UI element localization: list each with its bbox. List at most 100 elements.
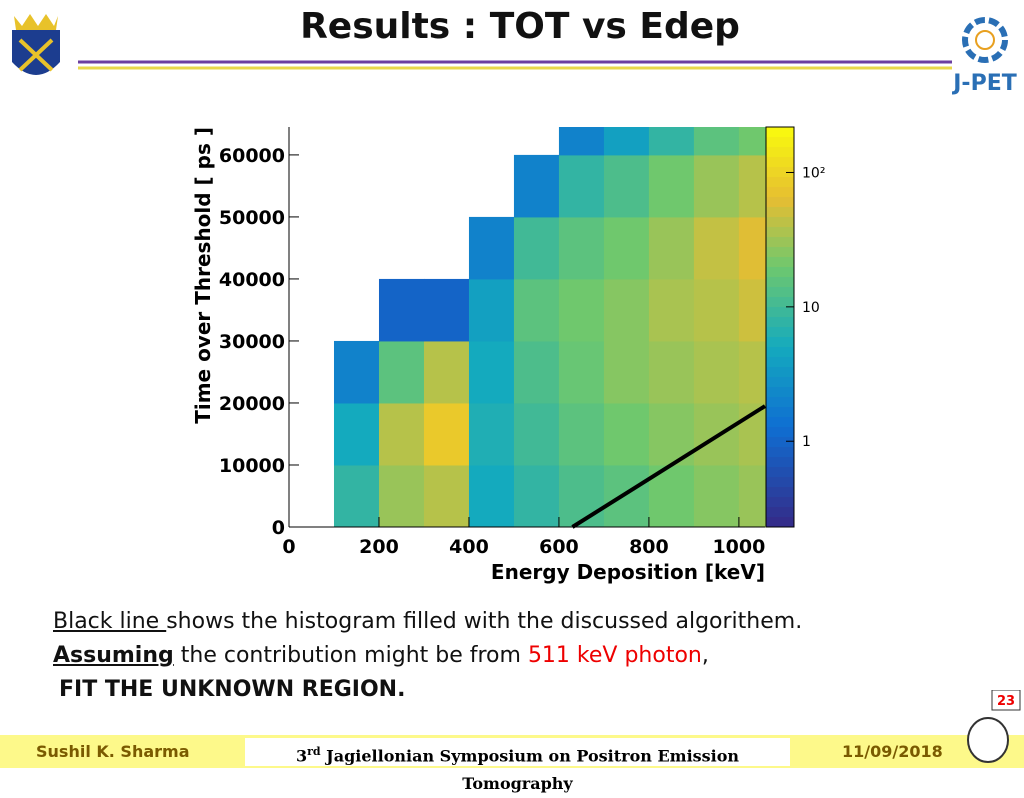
cell — [558, 127, 605, 156]
cell — [289, 465, 334, 528]
cell — [693, 340, 740, 404]
cell — [738, 216, 766, 280]
y-tick-label: 30000 — [219, 331, 285, 353]
cell — [738, 464, 766, 528]
y-tick-label: 50000 — [219, 207, 285, 229]
colorbar-step — [766, 217, 794, 228]
header-decor: J-PET — [12, 14, 1017, 96]
colorbar-step — [766, 467, 794, 478]
colorbar-step — [766, 507, 794, 518]
colorbar-step — [766, 427, 794, 438]
text: Assuming — [53, 643, 174, 668]
colorbar-step — [766, 497, 794, 508]
colorbar-step — [766, 487, 794, 498]
cell — [738, 340, 766, 404]
body-text: Black line shows the histogram filled wi… — [53, 605, 802, 707]
cell — [424, 217, 469, 280]
y-axis-label: Time over Threshold [ ps ] — [191, 127, 215, 424]
cell — [289, 217, 334, 280]
text: , — [701, 643, 709, 668]
cell — [333, 402, 380, 466]
colorbar-step — [766, 317, 794, 328]
cell — [513, 402, 560, 466]
colorbar-step — [766, 357, 794, 368]
colorbar-step — [766, 367, 794, 378]
text: 3 — [295, 746, 308, 766]
text: rd — [307, 745, 321, 758]
cell — [648, 278, 695, 342]
colorbar-step — [766, 417, 794, 428]
y-tick-label: 0 — [272, 517, 285, 539]
colorbar-frame — [765, 126, 795, 528]
cell — [603, 127, 650, 156]
cell — [334, 155, 379, 218]
cell — [379, 217, 424, 280]
chart: 0 10000 20000 30000 40000 50000 60000 0 200 400 60… — [191, 126, 825, 584]
cell — [513, 278, 560, 342]
cell — [648, 127, 695, 156]
cell — [424, 127, 469, 155]
cell — [468, 216, 515, 280]
cell — [334, 217, 379, 280]
cell — [469, 155, 514, 218]
y-tick-label: 40000 — [219, 269, 285, 291]
cell — [738, 154, 766, 218]
colorbar-step — [766, 167, 794, 178]
colorbar-step — [766, 447, 794, 458]
colorbar-label: 10 — [802, 300, 820, 316]
x-tick-label: 800 — [629, 536, 669, 558]
colorbar-step — [766, 387, 794, 398]
cell — [289, 341, 334, 404]
line: Assuming the contribution might be from … — [53, 639, 802, 673]
colorbar-label: 1 — [802, 434, 811, 450]
cell — [738, 127, 766, 156]
cell — [334, 127, 379, 155]
colorbar-step — [766, 187, 794, 198]
colorbar-step — [766, 277, 794, 288]
x-tick-label: 600 — [539, 536, 579, 558]
colorbar-step — [766, 397, 794, 408]
colorbar-step — [766, 147, 794, 158]
keys — [18, 38, 54, 72]
cell — [334, 279, 379, 342]
event: 3rd Jagiellonian Symposium on Positron E… — [245, 738, 790, 793]
cell — [558, 278, 605, 342]
author: Sushil K. Sharma — [36, 742, 190, 761]
cell — [469, 127, 514, 155]
cell — [333, 340, 380, 404]
colorbar-step — [766, 207, 794, 218]
cell — [693, 464, 740, 528]
y-tick-label: 20000 — [219, 393, 285, 415]
cell — [693, 127, 740, 156]
cell — [603, 216, 650, 280]
slide-title: Results : TOT vs Edep — [300, 6, 740, 47]
colorbar-step — [766, 157, 794, 168]
cell — [378, 278, 425, 342]
colorbar-step — [766, 407, 794, 418]
text: 511 keV photon — [527, 643, 702, 668]
text: Black line — [53, 609, 167, 634]
x-tick-label: 400 — [449, 536, 489, 558]
cell — [558, 340, 605, 404]
cell — [603, 402, 650, 466]
text: the contribution might be from — [173, 643, 528, 668]
colorbar-step — [766, 287, 794, 298]
colorbar-step — [766, 257, 794, 268]
cell — [693, 278, 740, 342]
colorbar-step — [766, 307, 794, 318]
line: Black line shows the histogram filled wi… — [53, 605, 802, 639]
cell — [289, 155, 334, 218]
cell — [378, 402, 425, 466]
cell — [468, 464, 515, 528]
cell — [423, 464, 470, 528]
colorbar-step — [766, 477, 794, 488]
colorbar-step — [766, 347, 794, 358]
y-tick-label: 60000 — [219, 145, 285, 167]
colorbar-step — [766, 127, 794, 138]
cell — [513, 340, 560, 404]
text: shows the histogram filled with the disc… — [166, 609, 803, 634]
cell — [558, 154, 605, 218]
cell — [558, 402, 605, 466]
cell — [648, 154, 695, 218]
colorbar-step — [766, 237, 794, 248]
